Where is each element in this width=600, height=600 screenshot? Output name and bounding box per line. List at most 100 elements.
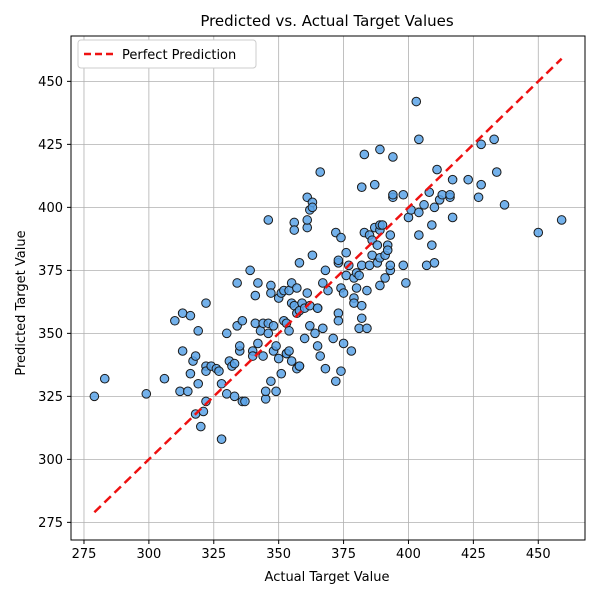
data-point: [302, 288, 313, 298]
data-point: [388, 189, 398, 200]
data-point: [427, 240, 437, 250]
data-point: [245, 265, 255, 276]
data-point: [330, 376, 341, 387]
data-point: [310, 328, 320, 339]
data-point: [263, 328, 274, 339]
data-point: [336, 232, 346, 243]
data-point: [302, 215, 313, 225]
data-point: [195, 421, 206, 432]
chart-title: Predicted vs. Actual Target Values: [200, 12, 454, 30]
data-point: [362, 323, 372, 334]
data-point: [271, 386, 281, 397]
data-point: [240, 396, 250, 407]
legend-box: [77, 39, 257, 69]
data-point: [336, 366, 346, 376]
data-point: [414, 134, 424, 145]
data-point: [185, 310, 196, 321]
data-point: [398, 260, 409, 271]
x-axis-label: Actual Target Value: [265, 570, 390, 585]
data-point: [320, 363, 331, 374]
data-point: [266, 288, 276, 298]
data-point: [333, 315, 344, 326]
legend: Perfect Prediction: [77, 39, 257, 69]
x-tick-label: 300: [136, 547, 161, 562]
data-point: [214, 366, 224, 376]
data-point: [305, 321, 315, 331]
data-point: [250, 290, 261, 301]
data-point: [533, 227, 544, 238]
x-tick-label: 375: [331, 547, 356, 562]
data-point: [268, 321, 279, 331]
data-point: [473, 192, 484, 203]
data-point: [307, 250, 318, 261]
data-point: [429, 202, 440, 213]
data-point: [315, 167, 326, 177]
data-point: [232, 278, 242, 288]
x-tick-label: 450: [526, 547, 551, 562]
data-point: [229, 358, 240, 369]
data-point: [385, 260, 396, 271]
data-point: [253, 278, 263, 288]
data-point: [141, 389, 152, 399]
data-point: [556, 215, 567, 225]
data-point: [356, 300, 367, 311]
data-point: [312, 303, 323, 313]
data-point: [284, 346, 294, 356]
y-tick-label: 450: [38, 75, 63, 90]
data-point: [286, 356, 297, 366]
data-point: [234, 341, 245, 351]
data-point: [333, 255, 344, 266]
data-point: [260, 386, 271, 397]
data-point: [377, 220, 388, 230]
data-point: [177, 346, 188, 356]
data-points: [89, 96, 567, 445]
data-point: [362, 285, 372, 296]
perfect-prediction-line: [93, 57, 563, 514]
y-tick-label: 425: [38, 138, 63, 153]
plot-frame: [70, 35, 586, 541]
data-point: [177, 308, 188, 319]
data-point: [318, 323, 328, 334]
legend-label: Perfect Prediction: [122, 48, 236, 63]
data-point: [190, 351, 201, 361]
data-point: [201, 298, 211, 308]
data-point: [312, 341, 323, 351]
gridlines: [71, 36, 585, 540]
data-point: [401, 278, 411, 288]
data-point: [447, 174, 458, 185]
data-point: [216, 378, 227, 389]
x-tick-label: 325: [201, 547, 226, 562]
data-point: [318, 278, 328, 288]
data-point: [216, 434, 227, 445]
data-point: [253, 338, 263, 349]
data-point: [445, 189, 455, 200]
data-point: [229, 391, 240, 402]
axis-ticks: 275 300 325 350 375 400 425 450 275 300 325 350 375 4…: [38, 75, 551, 562]
data-point: [463, 174, 473, 185]
data-point: [351, 283, 362, 293]
x-tick-label: 350: [266, 547, 291, 562]
data-point: [284, 326, 294, 336]
data-point: [307, 202, 318, 213]
y-tick-label: 350: [38, 327, 63, 342]
data-point: [349, 298, 359, 308]
data-point: [375, 280, 385, 291]
data-point: [193, 378, 204, 389]
data-point: [315, 351, 326, 361]
data-point: [375, 144, 385, 155]
data-point: [421, 260, 432, 271]
data-point: [367, 250, 377, 261]
y-tick-label: 400: [38, 201, 63, 216]
data-point: [341, 247, 351, 258]
data-point: [476, 179, 486, 190]
data-point: [271, 341, 281, 351]
data-point: [380, 273, 390, 283]
data-point: [419, 200, 429, 210]
reference-line-segment: [93, 57, 563, 514]
data-point: [299, 333, 310, 344]
data-point: [276, 368, 287, 379]
data-point: [183, 386, 193, 397]
data-point: [429, 258, 440, 268]
data-point: [447, 212, 458, 223]
